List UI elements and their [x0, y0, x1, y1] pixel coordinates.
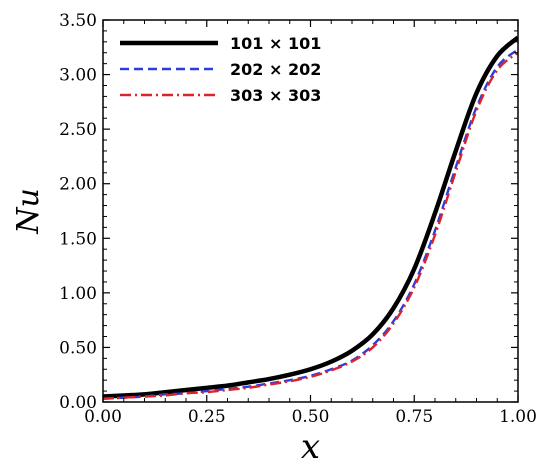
y-tick-label: 1.00: [59, 284, 97, 304]
x-tick-label: 1.00: [499, 407, 537, 427]
y-axis-title: Nu: [11, 188, 46, 235]
x-tick-label: 0.25: [188, 407, 226, 427]
legend-label-1: 101 × 101: [230, 34, 321, 53]
x-axis-title: x: [301, 427, 320, 467]
plot-area: [103, 35, 518, 400]
legend-label-2: 202 × 202: [230, 60, 321, 79]
y-tick-label: 0.00: [59, 393, 97, 413]
y-tick-label: 0.50: [59, 338, 97, 358]
y-tick-label: 2.50: [59, 120, 97, 140]
x-tick-label: 0.75: [395, 407, 433, 427]
y-tick-label: 3.00: [59, 66, 97, 86]
axes: 0.00 0.25 0.50 0.75 1.00 0.00 0.50 1.00 1.50 2.00…: [11, 11, 537, 467]
y-tick-label: 2.00: [59, 175, 97, 195]
series-line-3: [103, 51, 518, 400]
x-tick-label: 0.50: [292, 407, 330, 427]
y-tick-label: 3.50: [59, 11, 97, 31]
x-tick-label: 0.00: [84, 407, 122, 427]
series-line-1: [103, 35, 518, 399]
legend-label-3: 303 × 303: [230, 86, 321, 105]
y-tick-label: 1.50: [59, 229, 97, 249]
legend: 101 × 101 202 × 202 303 × 303: [120, 34, 321, 105]
